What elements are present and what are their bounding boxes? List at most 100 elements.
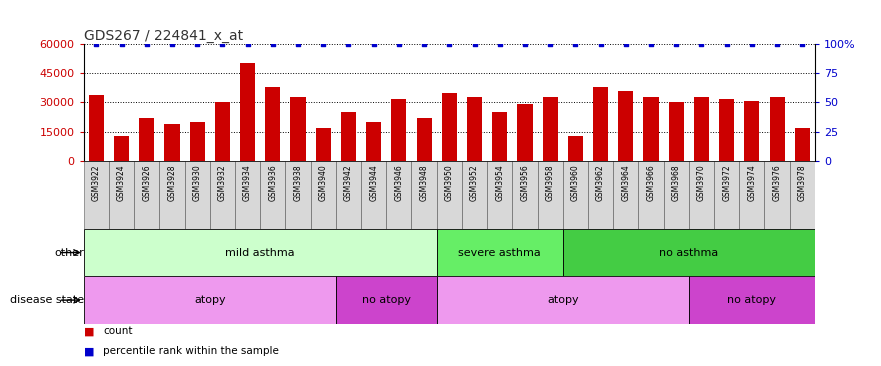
Bar (517, 104, 532, 161)
Bar (795, 128, 810, 161)
Bar (714, 161, 739, 229)
Bar (134, 161, 159, 229)
Text: GSM3934: GSM3934 (243, 164, 252, 201)
Text: GSM3962: GSM3962 (596, 164, 605, 201)
Text: other: other (54, 247, 84, 258)
Bar (437, 161, 462, 229)
Point (543, 41, 557, 47)
Bar (593, 87, 608, 161)
Bar (341, 112, 356, 161)
Bar (437, 229, 563, 276)
Bar (694, 97, 709, 161)
Bar (789, 161, 815, 229)
Text: GSM3928: GSM3928 (167, 164, 176, 201)
Bar (441, 93, 457, 161)
Text: GSM3956: GSM3956 (521, 164, 529, 201)
Bar (513, 161, 537, 229)
Bar (689, 161, 714, 229)
Point (694, 41, 708, 47)
Text: atopy: atopy (194, 295, 226, 305)
Bar (336, 276, 437, 324)
Point (342, 41, 356, 47)
Bar (291, 97, 306, 161)
Bar (462, 161, 487, 229)
Text: GSM3960: GSM3960 (571, 164, 580, 201)
Text: GSM3976: GSM3976 (773, 164, 781, 201)
Point (366, 41, 381, 47)
Point (392, 41, 406, 47)
Bar (361, 161, 386, 229)
Bar (114, 136, 130, 161)
Text: GSM3938: GSM3938 (293, 164, 302, 201)
Point (316, 41, 330, 47)
Bar (689, 276, 815, 324)
Bar (165, 124, 180, 161)
Point (644, 41, 658, 47)
Text: GSM3930: GSM3930 (193, 164, 202, 201)
Point (796, 41, 810, 47)
Bar (189, 122, 204, 161)
Text: GSM3926: GSM3926 (142, 164, 152, 201)
Bar (235, 161, 260, 229)
Point (720, 41, 734, 47)
Text: count: count (103, 326, 132, 336)
Bar (537, 161, 563, 229)
Bar (769, 97, 785, 161)
Text: GSM3974: GSM3974 (747, 164, 757, 201)
Text: GSM3952: GSM3952 (470, 164, 479, 201)
Bar (311, 161, 336, 229)
Bar (618, 91, 633, 161)
Bar (386, 161, 411, 229)
Bar (260, 161, 285, 229)
Bar (139, 118, 154, 161)
Text: GSM3936: GSM3936 (269, 164, 278, 201)
Point (568, 41, 582, 47)
Bar (184, 161, 210, 229)
Text: GSM3970: GSM3970 (697, 164, 706, 201)
Bar (467, 97, 482, 161)
Bar (315, 128, 330, 161)
Point (492, 41, 507, 47)
Text: GSM3950: GSM3950 (445, 164, 454, 201)
Bar (240, 63, 255, 161)
Bar (563, 161, 588, 229)
Text: GDS267 / 224841_x_at: GDS267 / 224841_x_at (84, 29, 243, 43)
Text: GSM3968: GSM3968 (671, 164, 681, 201)
Point (618, 41, 633, 47)
Text: mild asthma: mild asthma (226, 247, 295, 258)
Text: atopy: atopy (547, 295, 579, 305)
Text: severe asthma: severe asthma (458, 247, 541, 258)
Point (266, 41, 280, 47)
Bar (210, 161, 235, 229)
Bar (159, 161, 184, 229)
Bar (417, 118, 432, 161)
Bar (84, 161, 109, 229)
Text: GSM3966: GSM3966 (647, 164, 655, 201)
Text: GSM3932: GSM3932 (218, 164, 227, 201)
Text: GSM3944: GSM3944 (369, 164, 378, 201)
Bar (744, 101, 759, 161)
Point (468, 41, 482, 47)
Point (442, 41, 456, 47)
Point (190, 41, 204, 47)
Bar (89, 95, 104, 161)
Text: GSM3940: GSM3940 (319, 164, 328, 201)
Bar (613, 161, 639, 229)
Text: percentile rank within the sample: percentile rank within the sample (103, 346, 279, 356)
Text: disease state: disease state (10, 295, 84, 305)
Text: GSM3922: GSM3922 (92, 164, 100, 201)
Point (744, 41, 759, 47)
Text: GSM3924: GSM3924 (117, 164, 126, 201)
Point (518, 41, 532, 47)
Point (770, 41, 784, 47)
Text: no asthma: no asthma (659, 247, 719, 258)
Point (241, 41, 255, 47)
Text: ■: ■ (84, 326, 94, 336)
Point (89, 41, 103, 47)
Bar (109, 161, 134, 229)
Point (215, 41, 229, 47)
Bar (84, 229, 437, 276)
Point (140, 41, 154, 47)
Text: GSM3946: GSM3946 (395, 164, 403, 201)
Bar (391, 98, 406, 161)
